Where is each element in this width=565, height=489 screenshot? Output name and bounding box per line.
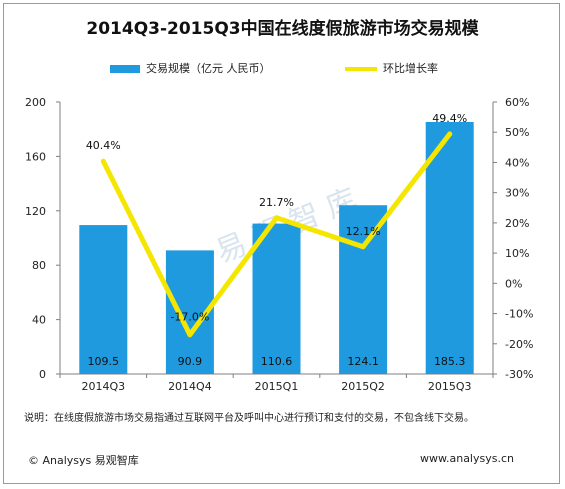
bar bbox=[79, 225, 128, 374]
y-left-tick-label: 0 bbox=[39, 368, 46, 381]
growth-value-label: 21.7% bbox=[259, 196, 294, 209]
y-right-tick-label: 40% bbox=[505, 156, 529, 169]
y-left-tick-label: 200 bbox=[25, 96, 46, 109]
y-right-tick-label: 20% bbox=[505, 217, 529, 230]
x-tick-label: 2014Q4 bbox=[168, 380, 212, 393]
x-tick-label: 2015Q3 bbox=[428, 380, 472, 393]
growth-point bbox=[447, 131, 453, 137]
bar-value-label: 110.6 bbox=[261, 355, 293, 368]
legend-label-volume: 交易规模（亿元 人民币） bbox=[146, 62, 271, 75]
x-tick-label: 2015Q2 bbox=[341, 380, 385, 393]
bar-value-label: 124.1 bbox=[347, 355, 379, 368]
y-right-tick-label: -10% bbox=[505, 308, 533, 321]
footer-url: www.analysys.cn bbox=[420, 452, 514, 465]
y-right-tick-label: 50% bbox=[505, 126, 529, 139]
legend-label-growth: 环比增长率 bbox=[383, 62, 438, 75]
bar bbox=[425, 121, 474, 374]
bar-value-label: 109.5 bbox=[88, 355, 120, 368]
growth-point bbox=[187, 332, 193, 338]
growth-value-label: -17.0% bbox=[170, 311, 209, 324]
y-right-tick-label: 0% bbox=[505, 277, 522, 290]
bar bbox=[252, 223, 301, 374]
y-left-tick-label: 120 bbox=[25, 205, 46, 218]
growth-value-label: 12.1% bbox=[346, 225, 381, 238]
footer-brand: © Analysys 易观智库 bbox=[28, 454, 139, 467]
legend-item-volume: 交易规模（亿元 人民币） bbox=[110, 60, 271, 76]
growth-value-label: 49.4% bbox=[432, 112, 467, 125]
footnote: 说明：在线度假旅游市场交易指通过互联网平台及呼叫中心进行预订和支付的交易，不包含… bbox=[24, 413, 474, 424]
legend-item-growth: 环比增长率 bbox=[345, 60, 438, 76]
legend-swatch-bar bbox=[110, 65, 140, 73]
y-right-tick-label: -20% bbox=[505, 338, 533, 351]
growth-point bbox=[100, 158, 106, 164]
y-left-tick-label: 80 bbox=[32, 259, 46, 272]
x-tick-label: 2015Q1 bbox=[255, 380, 299, 393]
x-tick-label: 2014Q3 bbox=[81, 380, 125, 393]
chart-title: 2014Q3-2015Q3中国在线度假旅游市场交易规模 bbox=[86, 19, 479, 39]
growth-point bbox=[360, 244, 366, 250]
y-right-tick-label: 30% bbox=[505, 187, 529, 200]
y-right-tick-label: -30% bbox=[505, 368, 533, 381]
y-right-tick-label: 10% bbox=[505, 247, 529, 260]
chart-plot: 易 观 智 库 04080120160200-30%-20%-10%0%10%2… bbox=[25, 96, 533, 393]
y-left-tick-label: 40 bbox=[32, 314, 46, 327]
bar-value-label: 185.3 bbox=[434, 355, 466, 368]
y-left-tick-label: 160 bbox=[25, 150, 46, 163]
growth-value-label: 40.4% bbox=[86, 139, 121, 152]
bar-value-label: 90.9 bbox=[178, 355, 203, 368]
legend-swatch-line bbox=[345, 67, 377, 71]
bar bbox=[339, 205, 388, 374]
growth-point bbox=[274, 215, 279, 221]
y-right-tick-label: 60% bbox=[505, 96, 529, 109]
